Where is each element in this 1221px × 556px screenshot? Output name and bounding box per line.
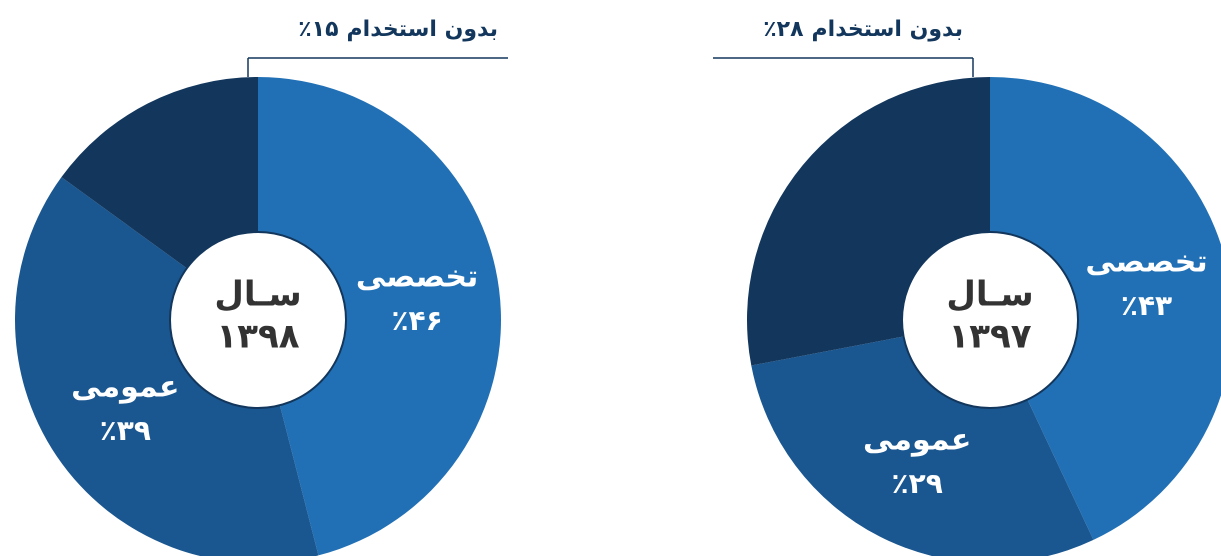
center-hole (169, 231, 347, 409)
slice-category: تخصصی (1085, 245, 1207, 280)
slice-value: ٪۲۸ (763, 17, 804, 42)
slice-category: عمومی (863, 422, 971, 457)
slice-category: عمومی (71, 370, 179, 405)
pie-slice (990, 77, 1221, 540)
pie-slice (15, 177, 319, 556)
center-label: سـال (214, 275, 301, 315)
slice-value: ٪۲۹ (892, 467, 943, 500)
center-year: ۱۳۹۸ (216, 317, 299, 357)
slice-value: ٪۳۹ (100, 414, 151, 447)
center-hole (901, 231, 1079, 409)
pie-slice (258, 77, 501, 556)
slice-value: ٪۴۶ (391, 304, 442, 337)
slice-category: تخصصی (356, 259, 478, 294)
center-year: ۱۳۹۷ (948, 317, 1031, 357)
slice-category: بدون استخدام (812, 17, 963, 42)
slice-value: ٪۴۳ (1121, 289, 1172, 322)
slice-value: ٪۱۵ (298, 17, 338, 42)
center-label: سـال (946, 275, 1033, 315)
slice-category: بدون استخدام (347, 17, 498, 42)
